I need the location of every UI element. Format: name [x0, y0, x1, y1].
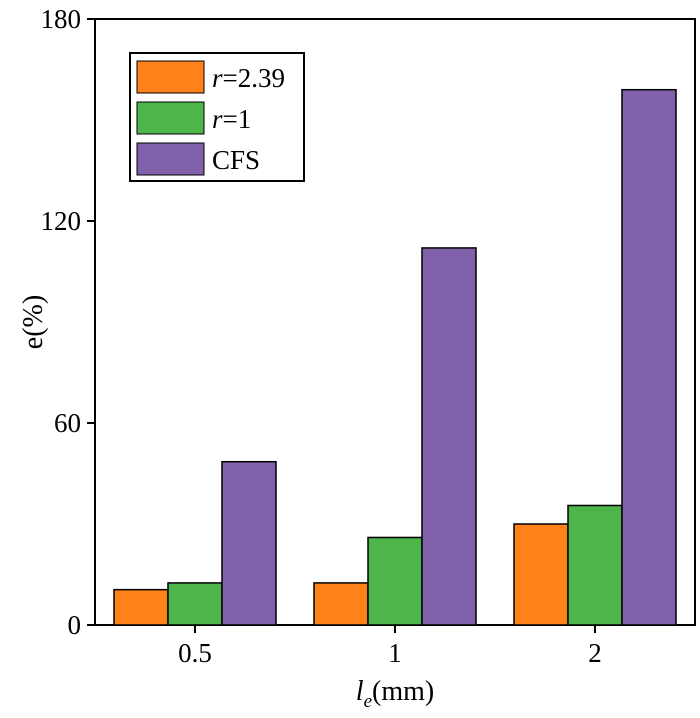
x-tick-label-2: 2: [588, 638, 602, 668]
x-tick-label-0: 0.5: [178, 638, 212, 668]
legend-swatch-r-2-39: [136, 60, 205, 94]
y-axis-title: e(%): [18, 295, 49, 349]
x-axis-title-unit: (mm): [372, 676, 434, 707]
bar-series-1-cat-1: [367, 536, 423, 626]
y-tick-label-3: 180: [41, 4, 82, 34]
bar-series-0-cat-1: [313, 582, 369, 626]
bar-series-1-cat-2: [567, 504, 623, 626]
legend-label-r-2-39-rest: =2.39: [223, 63, 285, 93]
legend-label-r-1-rest: =1: [223, 104, 252, 134]
y-tick-label-1: 60: [54, 408, 81, 438]
bar-series-2-cat-1: [421, 247, 477, 626]
y-axis-ticks: 0 60 120 180: [41, 4, 95, 640]
x-tick-label-1: 1: [388, 638, 402, 668]
legend-label-r-1-var: r: [212, 104, 223, 134]
bar-series-2-cat-0: [221, 460, 277, 626]
x-axis-title-symbol: l: [356, 676, 364, 707]
bar-series-0-cat-2: [513, 523, 569, 626]
legend-label-r-2-39-var: r: [212, 63, 223, 93]
legend-label-r-2-39: r=2.39: [212, 63, 285, 93]
x-axis-title: le(mm): [356, 676, 434, 712]
y-tick-label-0: 0: [68, 610, 82, 640]
bar-series-2-cat-2: [621, 88, 677, 626]
bar-series-0-cat-0: [113, 588, 169, 626]
legend-swatch-r-1: [136, 101, 205, 135]
legend-label-cfs: CFS: [212, 145, 260, 175]
legend: r=2.39 r=1 CFS: [129, 52, 305, 182]
legend-swatch-cfs: [136, 142, 205, 176]
legend-label-r-1: r=1: [212, 104, 251, 134]
x-axis-title-subscript: e: [364, 691, 372, 712]
y-tick-label-2: 120: [41, 206, 82, 236]
bar-series-1-cat-0: [167, 582, 223, 626]
x-axis-ticks: 0.5 1 2: [178, 625, 602, 668]
